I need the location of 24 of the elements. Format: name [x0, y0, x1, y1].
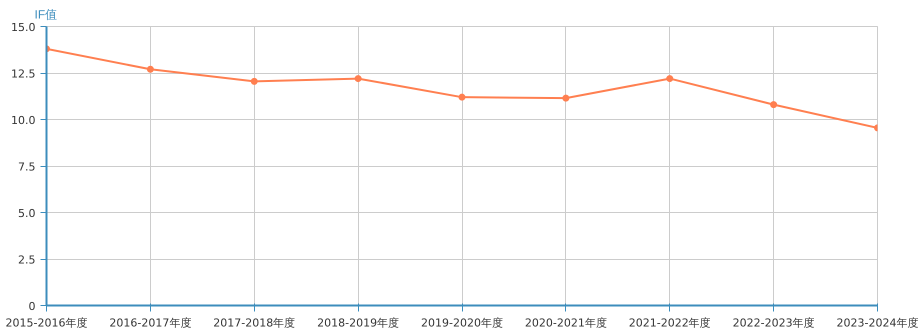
y-tick-label: 12.5	[11, 68, 36, 80]
x-tick-label: 2023-2024年度	[836, 316, 918, 330]
point	[250, 78, 258, 85]
x-tick-label: 2015-2016年度	[6, 316, 88, 330]
y-tick-label: 2.5	[18, 254, 36, 266]
y-tick-label: 7.5	[18, 160, 36, 174]
y-tick-label: 5.0	[18, 207, 36, 220]
point	[354, 75, 362, 82]
x-tick-label: 2017-2018年度	[213, 316, 296, 330]
x-tick-label: 2021-2022年度	[628, 316, 711, 330]
y-tick-label: 15.0	[11, 21, 36, 34]
x-tick-label: 2018-2019年度	[317, 316, 400, 330]
point	[562, 94, 570, 102]
point	[666, 75, 674, 82]
x-tick-label: 2019-2020年度	[421, 316, 503, 330]
x-tick-label: 2020-2021年度	[524, 316, 607, 330]
y-tick-label: 10.0	[11, 114, 36, 127]
x-tick-label: 2016-2017年度	[109, 316, 192, 330]
point	[770, 101, 778, 108]
x-tick-label: 2022-2023年度	[732, 316, 815, 330]
y-axis-title: IF值	[34, 8, 58, 22]
point	[458, 94, 466, 101]
y-tick-label: 0	[28, 300, 36, 313]
point	[146, 66, 154, 73]
